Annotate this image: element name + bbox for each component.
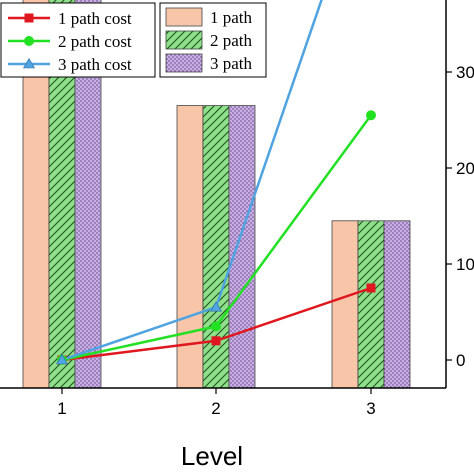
point-3-path-cost-level-2 (209, 301, 223, 312)
y-tick-label-10: 10 (456, 255, 474, 274)
legend-marker-3 (22, 57, 36, 69)
legend-bar-swatch-3 (165, 53, 203, 73)
point-2-path-cost-level-2 (211, 321, 221, 332)
x-tick-label-1: 1 (57, 399, 66, 418)
x-ticks: 1 2 3 (57, 388, 376, 418)
bar-3-path-level-2 (228, 105, 256, 389)
point-1-path-cost-level-3 (366, 283, 376, 293)
legend-bar-swatch-1 (165, 7, 203, 27)
y-tick-label-0: 0 (456, 351, 465, 370)
point-3-path-cost-level-1 (55, 353, 69, 365)
x-tick-label-3: 3 (366, 399, 375, 418)
y-tick-label-20: 20 (456, 159, 474, 178)
x-axis-title: Level (181, 441, 243, 471)
bar-2-path-level-3 (357, 220, 385, 389)
point-2-path-cost-level-3 (366, 110, 376, 121)
y-tick-label-30: 30 (456, 63, 474, 82)
legend-bars: 1 path 2 path 3 path (159, 2, 267, 78)
legend-bar-label-1: 1 path (210, 8, 253, 27)
legend-bar-label-2: 2 path (210, 31, 253, 50)
y-ticks: 0102030405060 (446, 63, 474, 370)
bar-2-path-level-2 (202, 105, 230, 389)
bar-1-path-level-2 (176, 105, 204, 389)
point-1-path-cost-level-2 (211, 336, 221, 346)
lines-group (55, 0, 376, 365)
legend-line-label-1: 1 path cost (58, 9, 132, 28)
bar-1-path-level-3 (331, 220, 359, 389)
legend-marker-1 (24, 13, 34, 23)
legend-bar-label-3: 3 path (210, 54, 253, 73)
legend-line-label-3: 3 path cost (58, 55, 132, 74)
legend-lines: 1 path cost 2 path cost 3 path cost (0, 2, 156, 78)
legend-bar-swatch-2 (165, 30, 203, 50)
bar-3-path-level-3 (383, 220, 411, 389)
legend-marker-2 (24, 36, 34, 46)
legend-line-label-2: 2 path cost (58, 32, 132, 51)
x-tick-label-2: 2 (211, 399, 220, 418)
